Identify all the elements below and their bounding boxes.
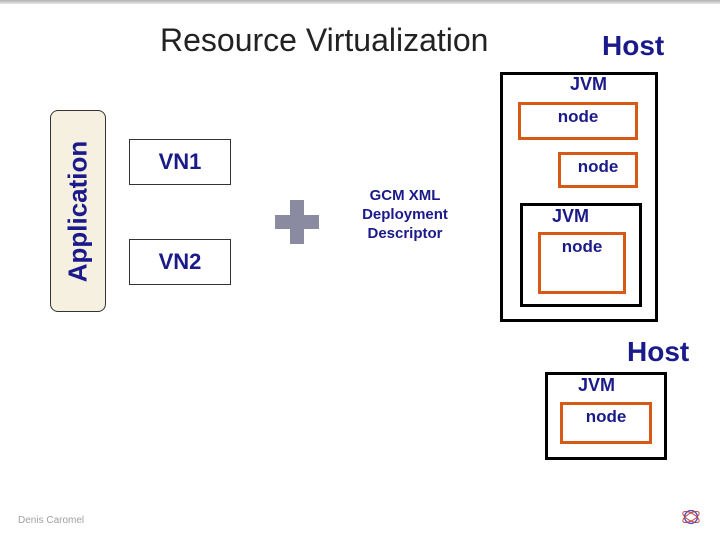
page-title: Resource Virtualization <box>160 22 488 59</box>
gcm-line1: GCM XML <box>370 187 441 204</box>
gcm-line3: Descriptor <box>367 225 442 242</box>
footer-author: Denis Caromel <box>18 515 84 526</box>
jvm3-label: JVM <box>578 375 615 396</box>
jvm1-label: JVM <box>570 74 607 95</box>
jvm2-label: JVM <box>552 206 589 227</box>
node2-box: node <box>560 402 652 444</box>
gcm-descriptor-text: GCM XML Deployment Descriptor <box>345 187 465 243</box>
node1a-box: node <box>518 102 638 140</box>
vn2-box: VN2 <box>129 239 231 285</box>
logo-icon <box>680 506 702 528</box>
node1a-label: node <box>558 107 599 127</box>
gcm-line2: Deployment <box>362 206 448 223</box>
plus-icon <box>275 200 319 244</box>
application-box: Application <box>50 110 106 312</box>
node1b-box: node <box>558 152 638 188</box>
host1-label: Host <box>602 30 664 62</box>
vn1-label: VN1 <box>159 149 202 175</box>
vn2-label: VN2 <box>159 249 202 275</box>
vn1-box: VN1 <box>129 139 231 185</box>
top-border <box>0 0 720 4</box>
node1c-label: node <box>562 237 603 257</box>
application-label: Application <box>63 140 94 282</box>
host2-label: Host <box>627 336 689 368</box>
node1c-box: node <box>538 232 626 294</box>
node1b-label: node <box>578 157 619 177</box>
node2-label: node <box>586 407 627 427</box>
